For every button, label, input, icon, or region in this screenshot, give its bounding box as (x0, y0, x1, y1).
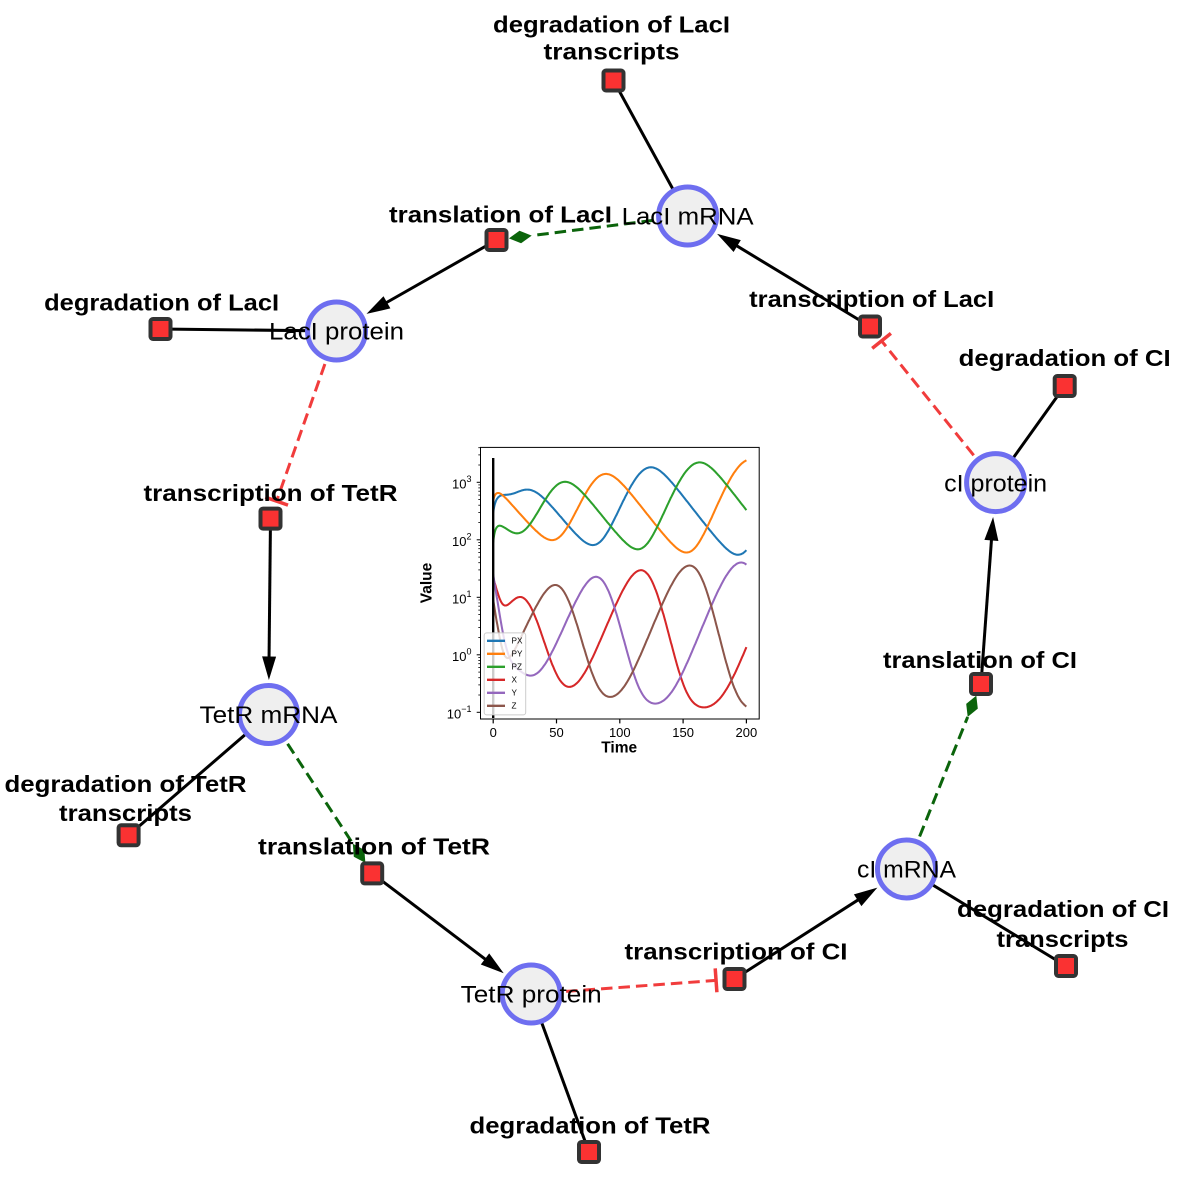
svg-text:Value: Value (419, 562, 436, 603)
svg-text:101: 101 (452, 589, 471, 607)
svg-text:TetR protein: TetR protein (461, 982, 602, 1009)
svg-text:transcription of TetR: transcription of TetR (144, 480, 398, 506)
svg-text:PZ: PZ (512, 663, 522, 672)
svg-text:X: X (512, 676, 518, 685)
svg-text:LacI protein: LacI protein (269, 319, 404, 346)
svg-text:100: 100 (452, 646, 471, 664)
svg-text:translation of TetR: translation of TetR (258, 834, 490, 860)
svg-text:transcription of LacI: transcription of LacI (749, 286, 994, 312)
svg-text:degradation of TetR: degradation of TetR (5, 771, 247, 797)
svg-text:transcripts: transcripts (544, 39, 680, 65)
svg-text:PY: PY (512, 650, 523, 659)
svg-text:transcripts: transcripts (997, 926, 1129, 952)
svg-text:103: 103 (452, 474, 471, 492)
svg-text:degradation of LacI: degradation of LacI (44, 290, 279, 316)
svg-text:200: 200 (736, 725, 758, 740)
svg-text:LacI mRNA: LacI mRNA (622, 204, 755, 231)
svg-text:degradation of CI: degradation of CI (959, 345, 1171, 371)
svg-text:degradation of CI: degradation of CI (957, 896, 1169, 922)
svg-text:Y: Y (512, 689, 518, 698)
svg-text:100: 100 (609, 725, 631, 740)
svg-text:transcription of CI: transcription of CI (625, 939, 848, 965)
svg-text:translation of LacI: translation of LacI (389, 201, 612, 227)
svg-text:Z: Z (512, 702, 517, 711)
svg-text:PX: PX (512, 637, 523, 646)
svg-text:0: 0 (490, 725, 497, 740)
svg-text:50: 50 (549, 725, 563, 740)
svg-text:10−1: 10−1 (447, 704, 472, 722)
svg-text:transcripts: transcripts (59, 800, 192, 826)
svg-text:degradation of TetR: degradation of TetR (470, 1113, 711, 1139)
svg-text:Time: Time (601, 740, 637, 757)
svg-text:cI protein: cI protein (944, 470, 1047, 497)
svg-text:cI mRNA: cI mRNA (857, 857, 957, 884)
svg-text:TetR mRNA: TetR mRNA (200, 702, 339, 729)
svg-text:degradation of LacI: degradation of LacI (493, 12, 730, 38)
svg-text:translation of CI: translation of CI (883, 647, 1077, 673)
svg-text:102: 102 (452, 531, 471, 549)
svg-text:150: 150 (672, 725, 694, 740)
